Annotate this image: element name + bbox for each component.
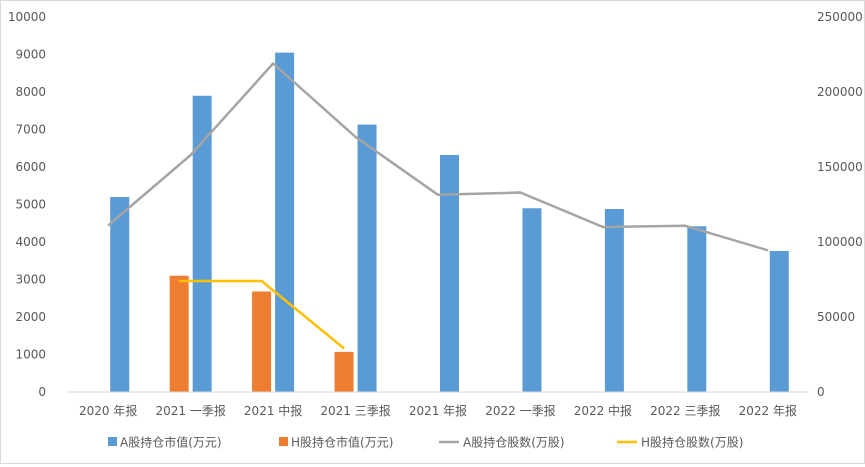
bars [110, 52, 789, 392]
x-axis-tick-label: 2020 年报 [79, 403, 137, 418]
x-axis-tick-label: 2022 一季报 [485, 403, 555, 418]
left-axis-tick-label: 6000 [15, 160, 46, 174]
left-axis-tick-label: 8000 [15, 85, 46, 99]
bar-a [522, 208, 542, 392]
left-axis-tick-label: 0 [38, 385, 46, 399]
bar-a [110, 197, 130, 392]
x-axis-tick-label: 2021 三季报 [320, 403, 390, 418]
bar-h [334, 351, 354, 392]
x-axis-tick-label: 2021 一季报 [155, 403, 225, 418]
x-axis-tick-label: 2021 中报 [244, 403, 302, 418]
a-share-count-line [107, 62, 769, 252]
legend-label: A股持仓股数(万股) [463, 435, 565, 450]
x-axis-tick-label: 2021 年报 [409, 403, 467, 418]
left-axis-tick-label: 9000 [15, 48, 46, 62]
legend-swatch [108, 437, 117, 446]
bar-a [192, 95, 212, 392]
left-axis-tick-label: 3000 [15, 273, 46, 287]
bar-a [769, 251, 789, 392]
legend: A股持仓市值(万元) H股持仓市值(万元) A股持仓股数(万股) H股持仓股数(万股) [108, 435, 743, 450]
bar-a [275, 52, 295, 392]
legend-label: A股持仓市值(万元) [120, 435, 222, 450]
bar-h [252, 291, 272, 392]
bar-a [604, 209, 624, 392]
legend-label: H股持仓股数(万股) [641, 435, 743, 450]
left-axis-tick-label: 2000 [15, 310, 46, 324]
right-axis-tick-label: 50000 [817, 310, 855, 324]
right-axis-tick-label: 250000 [817, 10, 863, 24]
left-axis-tick-label: 1000 [15, 348, 46, 362]
h-share-count-line [179, 279, 345, 350]
x-axis-tick-label: 2022 三季报 [650, 403, 720, 418]
right-axis-tick-label: 100000 [817, 235, 863, 249]
legend-label: H股持仓市值(万元) [291, 435, 393, 450]
legend-swatch [279, 437, 288, 446]
bar-h [169, 275, 189, 392]
bar-a [440, 155, 459, 392]
x-axis-tick-label: 2022 年报 [739, 403, 797, 418]
left-axis-tick-label: 10000 [8, 10, 46, 24]
right-axis-tick-label: 150000 [817, 160, 863, 174]
left-axis-tick-labels: 0 1000 2000 3000 4000 5000 6000 7000 8000 9000 100… [8, 10, 46, 399]
bar-a [357, 124, 377, 392]
right-axis-tick-label: 0 [817, 385, 825, 399]
bar-a [687, 226, 707, 392]
right-axis-tick-label: 200000 [817, 85, 863, 99]
x-axis-tick-labels: 2020 年报 2021 一季报 2021 中报 2021 三季报 2021 年报 202… [79, 403, 797, 418]
series-lines [107, 62, 769, 350]
right-axis-tick-labels: 0 50000 100000 150000 200000 250000 [817, 10, 863, 399]
x-axis-tick-label: 2022 中报 [574, 403, 632, 418]
left-axis-tick-label: 7000 [15, 123, 46, 137]
left-axis-tick-label: 5000 [15, 198, 46, 212]
left-axis-tick-label: 4000 [15, 235, 46, 249]
